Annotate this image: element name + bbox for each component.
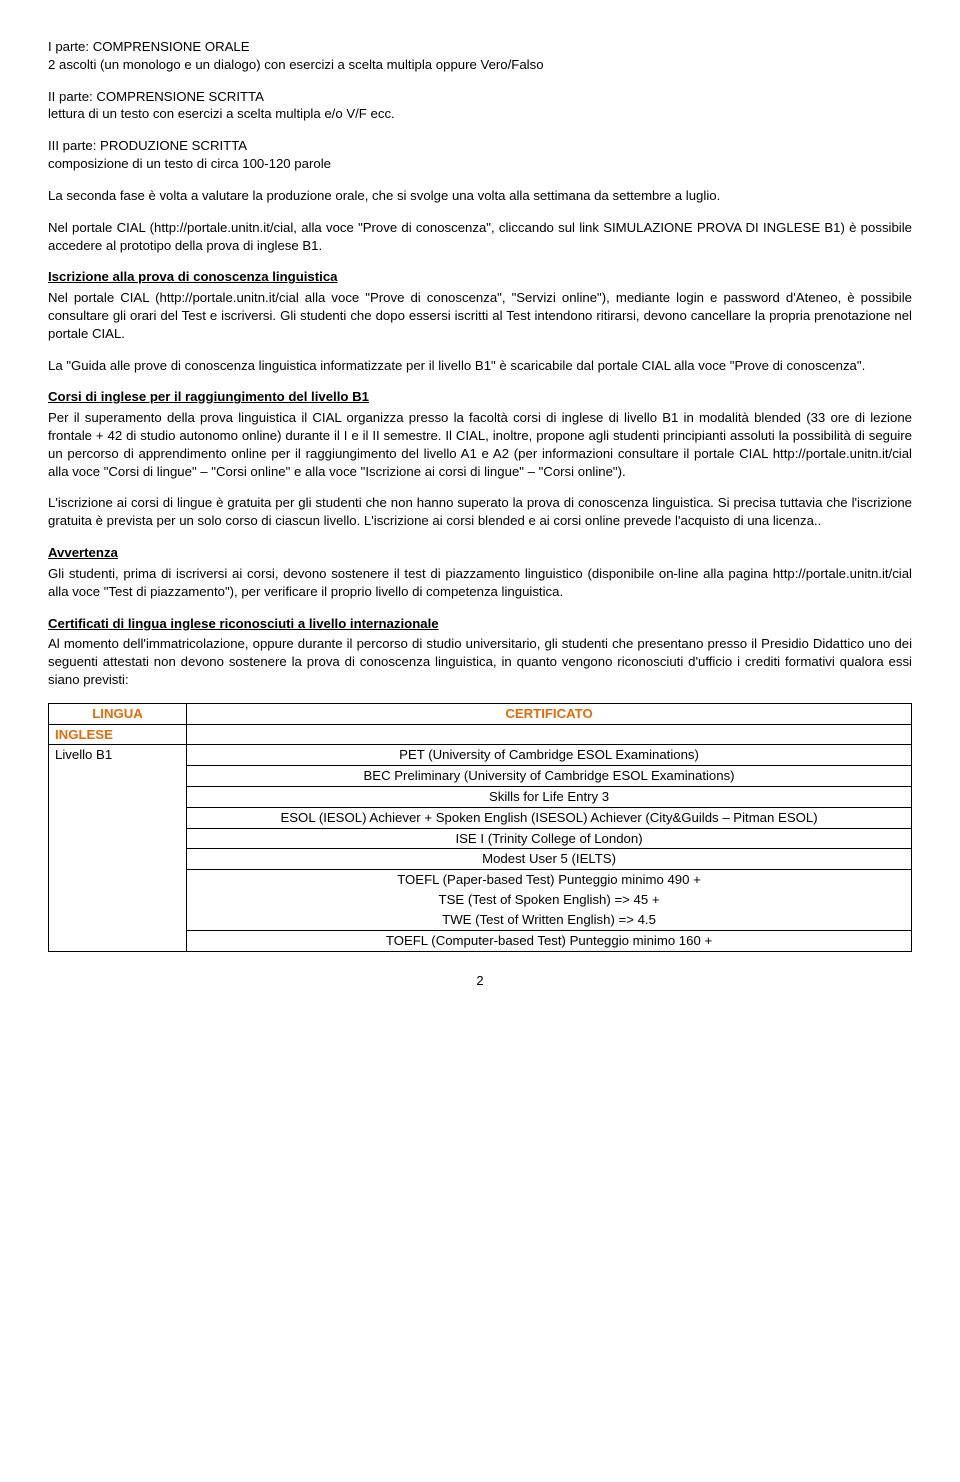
- part3-line1: III parte: PRODUZIONE SCRITTA: [48, 137, 912, 155]
- cell-cert: ISE I (Trinity College of London): [187, 828, 912, 849]
- heading-avvertenza: Avvertenza: [48, 544, 912, 562]
- paragraph-avvertenza: Gli studenti, prima di iscriversi ai cor…: [48, 565, 912, 601]
- cell-cert: ESOL (IESOL) Achiever + Spoken English (…: [187, 807, 912, 828]
- paragraph-iscrizione-gratuita: L'iscrizione ai corsi di lingue è gratui…: [48, 494, 912, 530]
- paragraph-iscrizione: Nel portale CIAL (http://portale.unitn.i…: [48, 289, 912, 342]
- heading-iscrizione: Iscrizione alla prova di conoscenza ling…: [48, 268, 912, 286]
- cell-cert: Skills for Life Entry 3: [187, 787, 912, 808]
- part2-line1: II parte: COMPRENSIONE SCRITTA: [48, 88, 912, 106]
- cell-inglese: INGLESE: [49, 724, 187, 745]
- paragraph-portal-cial-sim: Nel portale CIAL (http://portale.unitn.i…: [48, 219, 912, 255]
- table-header-row: LINGUA CERTIFICATO: [49, 703, 912, 724]
- col-lingua-header: LINGUA: [49, 703, 187, 724]
- cell-cert: Modest User 5 (IELTS): [187, 849, 912, 870]
- cell-cert: TOEFL (Computer-based Test) Punteggio mi…: [187, 930, 912, 951]
- certificates-table: LINGUA CERTIFICATO INGLESE Livello B1 PE…: [48, 703, 912, 952]
- part3-line2: composizione di un testo di circa 100-12…: [48, 155, 912, 173]
- cell-cert: TWE (Test of Written English) => 4.5: [187, 910, 912, 930]
- paragraph-certificati: Al momento dell'immatricolazione, oppure…: [48, 635, 912, 688]
- cell-cert: PET (University of Cambridge ESOL Examin…: [187, 745, 912, 766]
- col-certificato-header: CERTIFICATO: [187, 703, 912, 724]
- paragraph-corsi: Per il superamento della prova linguisti…: [48, 409, 912, 480]
- part1-line1: I parte: COMPRENSIONE ORALE: [48, 38, 912, 56]
- cell-cert: TOEFL (Paper-based Test) Punteggio minim…: [187, 870, 912, 890]
- paragraph-second-phase: La seconda fase è volta a valutare la pr…: [48, 187, 912, 205]
- heading-corsi: Corsi di inglese per il raggiungimento d…: [48, 388, 912, 406]
- cell-level: Livello B1: [49, 745, 187, 951]
- part1-line2: 2 ascolti (un monologo e un dialogo) con…: [48, 56, 912, 74]
- page-number: 2: [48, 972, 912, 990]
- part2-line2: lettura di un testo con esercizi a scelt…: [48, 105, 912, 123]
- heading-certificati: Certificati di lingua inglese riconosciu…: [48, 615, 912, 633]
- paragraph-guida: La "Guida alle prove di conoscenza lingu…: [48, 357, 912, 375]
- table-row: Livello B1 PET (University of Cambridge …: [49, 745, 912, 766]
- cell-empty: [187, 724, 912, 745]
- table-row: INGLESE: [49, 724, 912, 745]
- cell-cert: BEC Preliminary (University of Cambridge…: [187, 766, 912, 787]
- cell-cert: TSE (Test of Spoken English) => 45 +: [187, 890, 912, 910]
